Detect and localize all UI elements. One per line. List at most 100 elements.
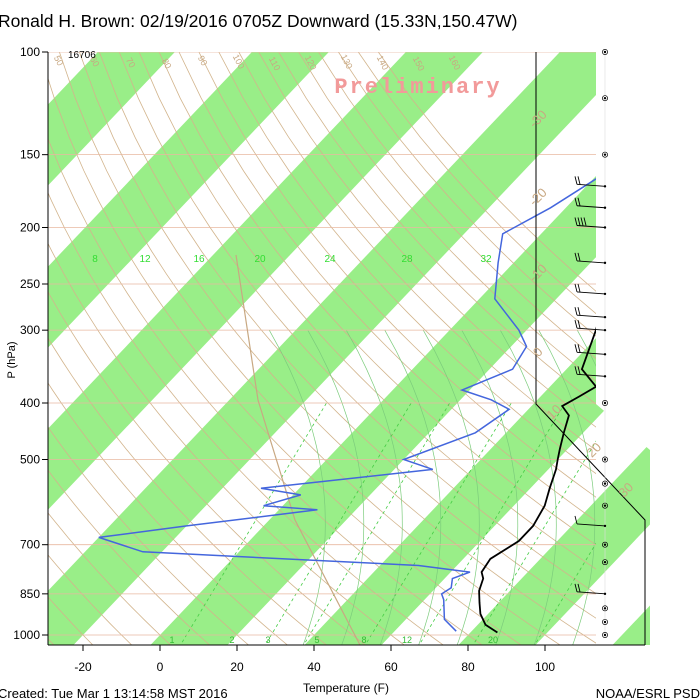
wind-barbs xyxy=(574,49,608,638)
dry-adiabat xyxy=(218,52,596,475)
barb-flag xyxy=(574,320,578,329)
barb-flag xyxy=(574,307,578,316)
barb-dot xyxy=(603,328,607,332)
dry-adiabat xyxy=(357,52,596,315)
barb-flag xyxy=(577,320,581,329)
wind-barb xyxy=(576,260,606,264)
saturation-label: 16 xyxy=(193,254,205,265)
footer-created: Created: Tue Mar 1 13:14:58 MST 2016 xyxy=(0,686,228,700)
dry-adiabat xyxy=(79,52,596,644)
barb-flag xyxy=(577,366,581,375)
dry-adiabat xyxy=(338,52,596,337)
plot-area xyxy=(48,52,596,645)
calm-wind-circle xyxy=(602,559,608,566)
adiabat-label: 130 xyxy=(339,53,355,71)
barb-dot xyxy=(603,482,607,485)
barb-dot xyxy=(603,375,607,378)
dry-adiabat xyxy=(48,337,328,645)
isotherm-band xyxy=(304,338,596,645)
barb-dot xyxy=(603,607,607,610)
watermark: Preliminary xyxy=(334,75,501,100)
calm-wind-circle xyxy=(602,151,608,158)
barb-dot xyxy=(603,50,607,54)
barb-flag xyxy=(574,366,578,375)
y-tick-label: 850 xyxy=(20,587,40,601)
barb-dot xyxy=(603,353,607,356)
isotherm-band xyxy=(458,500,596,645)
dry-adiabat xyxy=(98,52,596,619)
dry-adiabat xyxy=(48,554,133,645)
moist-adiabat xyxy=(461,330,519,645)
skewed-isotherm-label: 0 xyxy=(530,344,546,360)
isotherm-band xyxy=(48,52,329,348)
mixing-ratio-label: 5 xyxy=(314,635,319,645)
corner-label: 16706 xyxy=(68,50,96,61)
isotherm-band xyxy=(150,176,596,645)
wind-barb xyxy=(576,205,606,209)
adiabat-label: 50 xyxy=(52,54,66,68)
isotherm-band xyxy=(596,52,650,645)
dry-adiabat xyxy=(59,52,561,645)
green-isotherm-bands xyxy=(48,52,596,645)
parcel-path-line xyxy=(235,254,361,645)
barb-dot xyxy=(603,185,607,188)
y-tick-label: 700 xyxy=(20,538,40,552)
sounding-series xyxy=(98,178,596,634)
dry-adiabat xyxy=(198,52,596,498)
moist-adiabat xyxy=(422,330,480,645)
barb-dot xyxy=(603,560,607,564)
mixing-ratio-label: 1 xyxy=(169,635,174,645)
adiabat-label: 60 xyxy=(88,55,102,69)
barb-dot xyxy=(603,206,607,209)
calm-wind-circle xyxy=(602,632,608,638)
barb-dot xyxy=(603,153,607,156)
barb-flag xyxy=(577,344,581,353)
dry-adiabat xyxy=(48,426,250,645)
saturation-label: 32 xyxy=(480,254,492,265)
barb-flag xyxy=(577,583,581,592)
mixing-ratio-label: 2 xyxy=(229,635,234,645)
wind-barb xyxy=(576,314,606,318)
dry-adiabat xyxy=(118,52,596,595)
panel-outline xyxy=(535,52,646,645)
barb-dot xyxy=(603,292,607,296)
saturation-label: 24 xyxy=(324,254,336,265)
adiabat-label: 90 xyxy=(196,54,210,68)
dry-adiabat xyxy=(178,52,596,522)
mixing-ratio-label: 20 xyxy=(488,635,498,645)
dry-adiabat xyxy=(298,52,596,382)
dry-adiabat xyxy=(278,52,596,405)
barb-flag xyxy=(574,217,578,226)
x-axis-ticks: -20 0 20 40 60 80 100 xyxy=(74,645,555,674)
wind-barb xyxy=(576,591,606,595)
dry-adiabat xyxy=(48,596,94,645)
barb-dot xyxy=(603,96,607,100)
barb-dot xyxy=(603,592,607,596)
wind-barb xyxy=(576,351,606,355)
saturation-label: 20 xyxy=(254,254,266,265)
mixing-ratio-label: 3 xyxy=(265,635,270,645)
wind-barb xyxy=(576,373,606,377)
barb-flag xyxy=(583,217,587,226)
barb-flag xyxy=(574,344,578,353)
wind-barb xyxy=(576,291,606,295)
y-tick-label: 300 xyxy=(20,323,40,337)
wind-barb xyxy=(576,225,606,228)
saturation-label: 12 xyxy=(139,254,151,265)
dry-adiabat xyxy=(48,242,405,645)
y-tick-label: 1000 xyxy=(13,628,40,642)
barb-flag xyxy=(574,176,578,185)
isobar-lines xyxy=(48,52,596,636)
calm-wind-circle xyxy=(602,400,608,406)
calm-wind-circle xyxy=(602,456,608,463)
x-axis-label: Temperature (F) xyxy=(303,681,389,695)
adiabat-label: 70 xyxy=(124,56,138,70)
dry-adiabat xyxy=(48,191,444,645)
barb-flag xyxy=(577,176,581,185)
y-axis-label: P (hPa) xyxy=(6,341,18,378)
dry-adiabat xyxy=(48,469,211,645)
barb-dot xyxy=(603,315,607,319)
barb-dot xyxy=(603,524,607,528)
barb-flag xyxy=(577,283,581,293)
